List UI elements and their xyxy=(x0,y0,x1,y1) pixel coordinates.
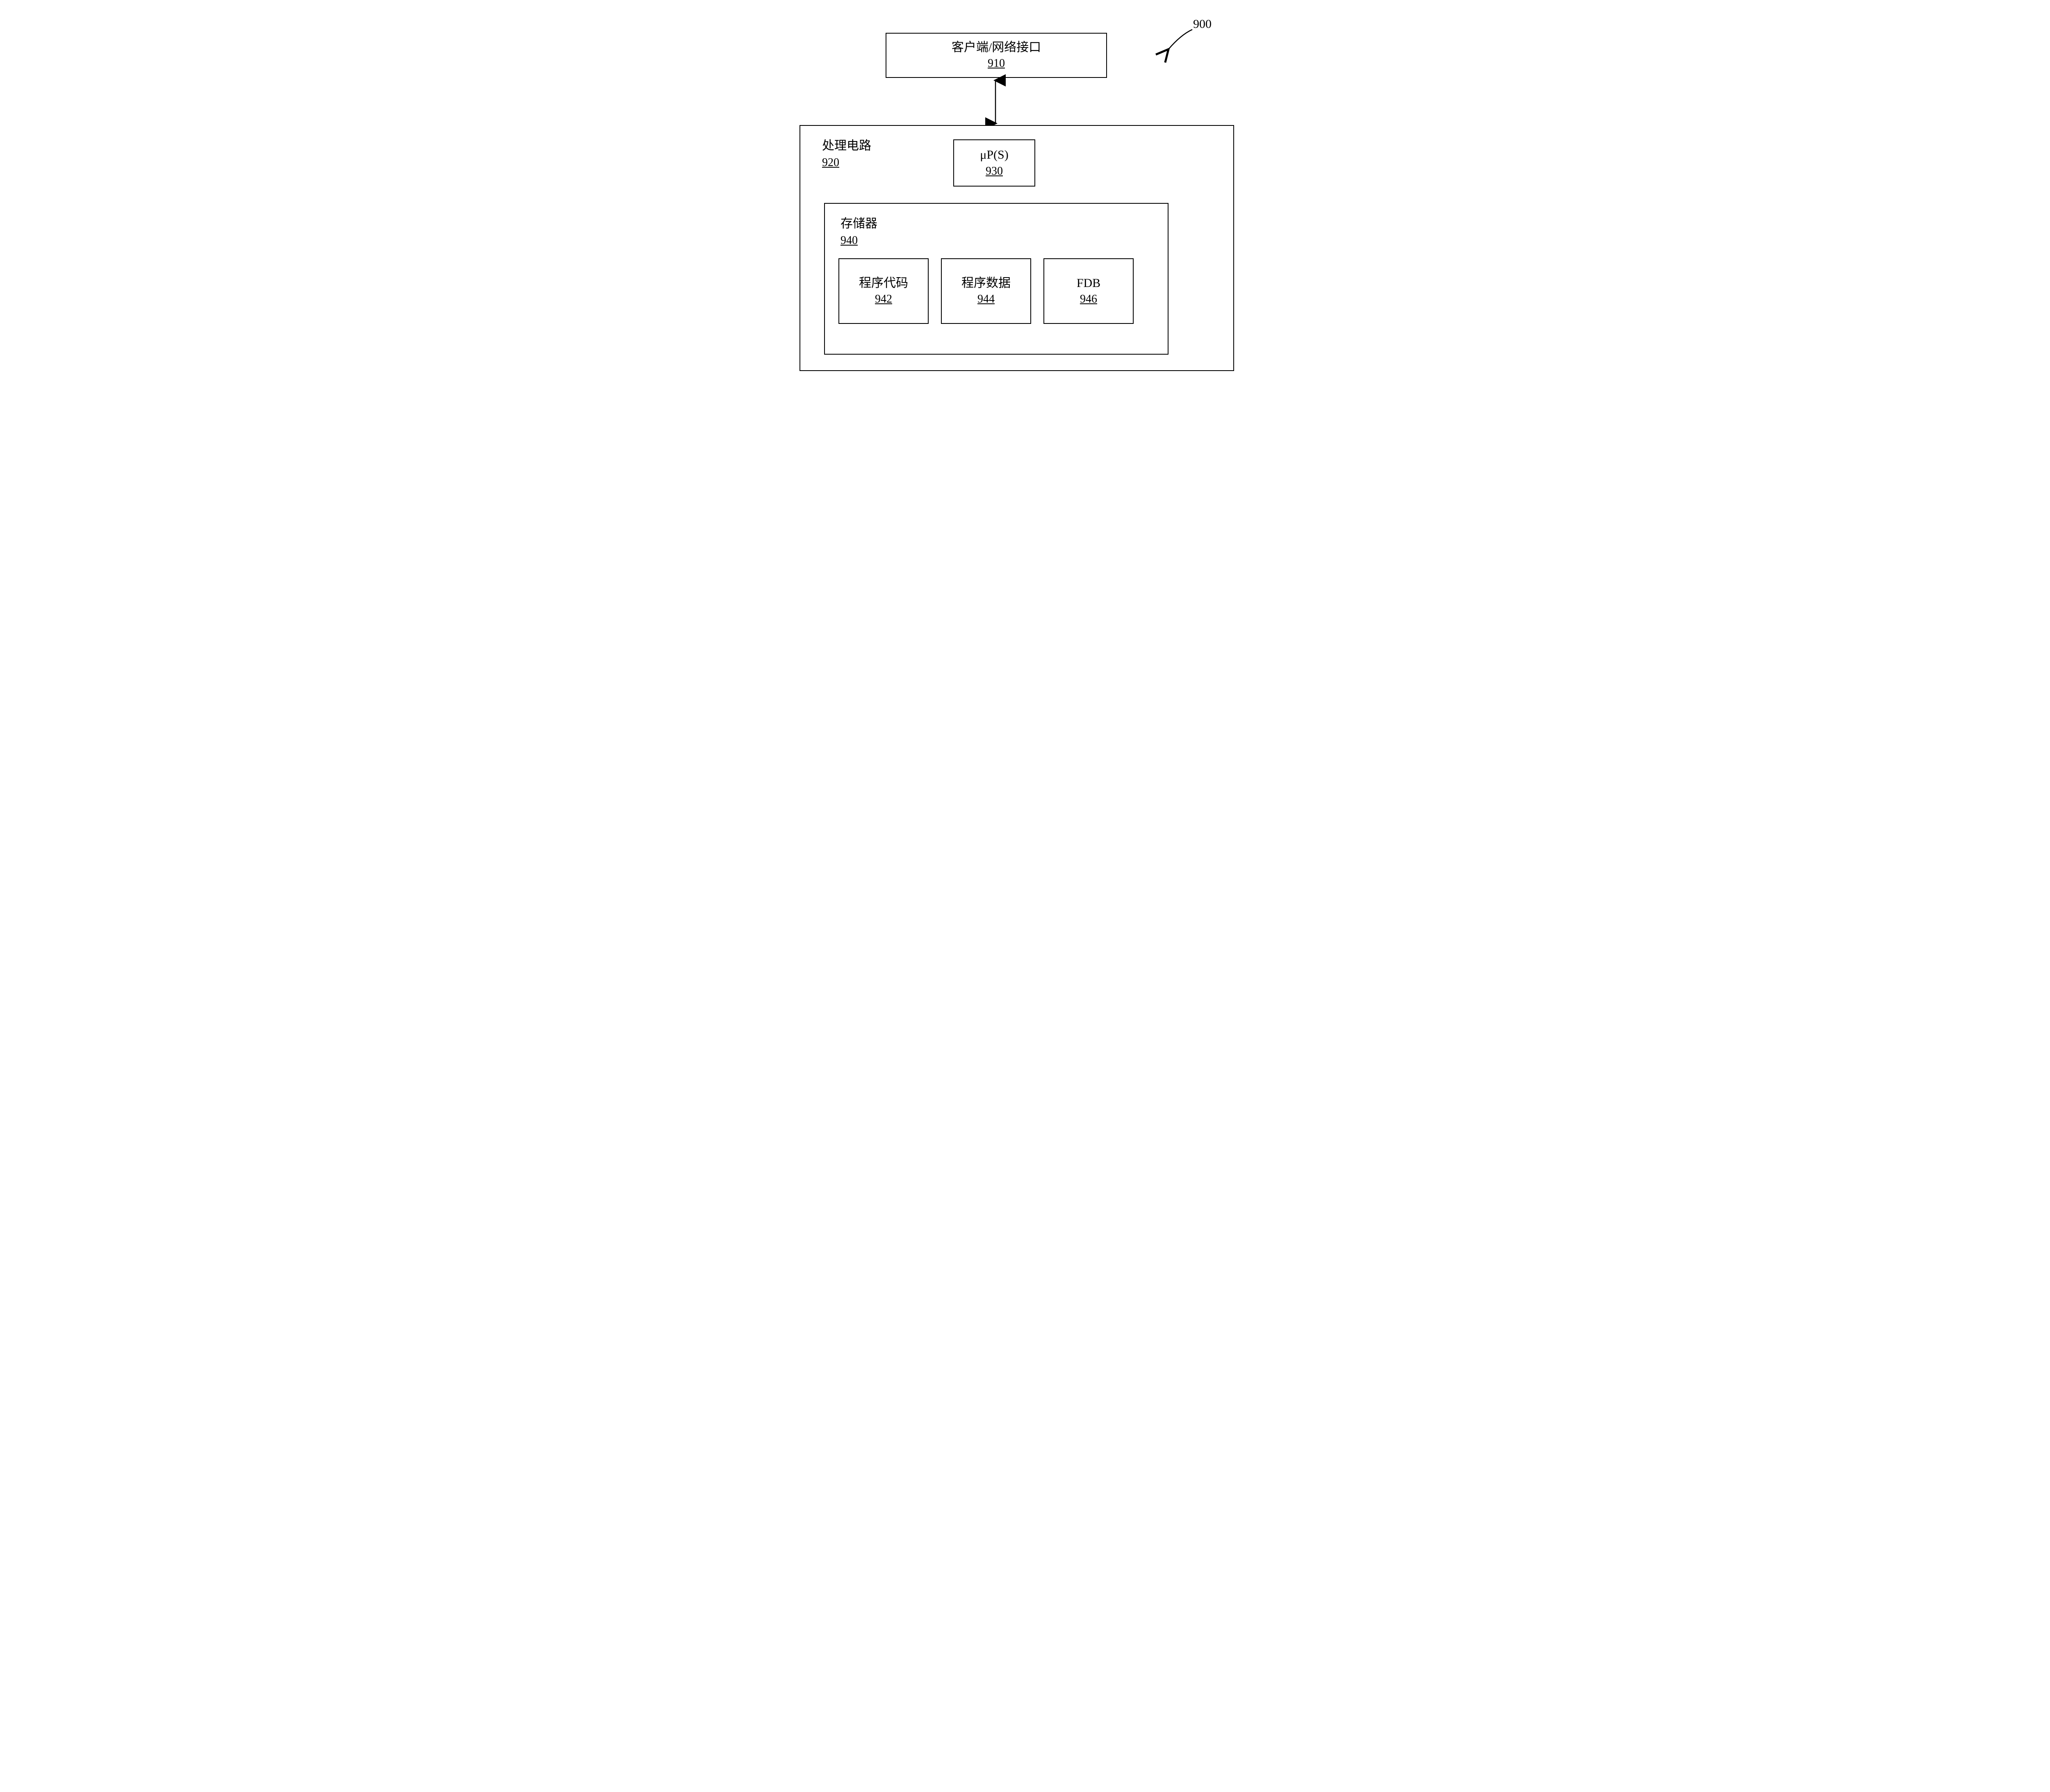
block-memory-ref: 940 xyxy=(840,232,877,248)
block-program-data-title: 程序数据 xyxy=(961,275,1011,292)
block-program-data-ref: 944 xyxy=(977,291,995,307)
block-program-code: 程序代码 942 xyxy=(838,258,929,324)
block-memory-title: 存储器 xyxy=(840,215,877,232)
block-memory-label: 存储器 940 xyxy=(840,215,877,248)
block-processor-title: μP(S) xyxy=(980,147,1008,164)
block-processor: μP(S) 930 xyxy=(953,139,1035,187)
block-program-code-title: 程序代码 xyxy=(859,275,908,292)
block-processing-ref: 920 xyxy=(822,155,871,171)
connector-arrow xyxy=(800,16,1250,139)
block-processing-title: 处理电路 xyxy=(822,137,871,155)
block-fdb-ref: 946 xyxy=(1080,291,1097,307)
block-program-data: 程序数据 944 xyxy=(941,258,1031,324)
block-fdb-title: FDB xyxy=(1077,275,1100,292)
block-processor-ref: 930 xyxy=(986,164,1003,179)
block-program-code-ref: 942 xyxy=(875,291,892,307)
diagram-canvas: 900 客户端/网络接口 910 处理电路 920 xyxy=(800,16,1250,373)
block-processing-label: 处理电路 920 xyxy=(822,137,871,171)
block-fdb: FDB 946 xyxy=(1043,258,1134,324)
